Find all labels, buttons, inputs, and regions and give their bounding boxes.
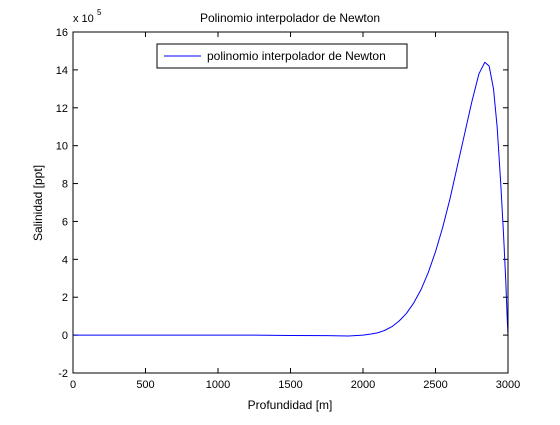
x-tick-label: 3000	[496, 379, 520, 391]
legend-label: polinomio interpolador de Newton	[207, 49, 386, 63]
y-tick-label: -2	[58, 368, 68, 380]
chart-title: Polinomio interpolador de Newton	[200, 11, 380, 25]
plot-box	[72, 31, 509, 374]
y-tick-label: 4	[62, 254, 68, 266]
plot-background	[73, 32, 508, 373]
x-tick-label: 1500	[278, 379, 302, 391]
x-axis-label: Profundidad [m]	[248, 398, 333, 412]
x-tick-label: 2000	[351, 379, 375, 391]
y-scale-multiplier: x 10 5	[73, 8, 102, 25]
y-scale-multiplier-base: x 10	[73, 13, 94, 25]
x-axis-ticks: 0 500 1000 1500 2000 2500 3000	[70, 32, 520, 391]
x-tick-label: 500	[136, 379, 154, 391]
legend: polinomio interpolador de Newton	[156, 43, 408, 69]
y-tick-label: 2	[62, 292, 68, 304]
y-axis-label: Salinidad [ppt]	[31, 165, 45, 241]
y-tick-label: 0	[62, 330, 68, 342]
y-tick-label: 14	[56, 65, 68, 77]
y-tick-label: 12	[56, 103, 68, 115]
x-tick-label: 1000	[206, 379, 230, 391]
y-tick-label: 8	[62, 179, 68, 191]
y-axis-ticks: -2 0 2 4 6 8 10 12 14 16	[56, 27, 508, 380]
series-layer	[73, 61, 509, 337]
x-tick-label: 2500	[423, 379, 447, 391]
y-tick-label: 16	[56, 27, 68, 39]
x-tick-label: 0	[70, 379, 76, 391]
y-tick-label: 6	[62, 216, 68, 228]
y-scale-multiplier-exponent: 5	[97, 8, 102, 17]
y-tick-label: 10	[56, 141, 68, 153]
series-line-newton-polynomial	[73, 61, 509, 337]
